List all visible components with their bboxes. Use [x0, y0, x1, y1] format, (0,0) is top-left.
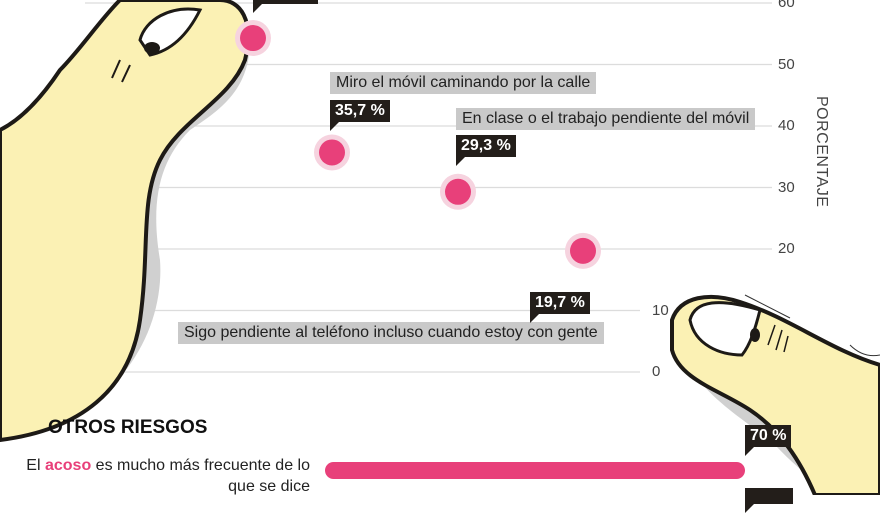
y-tick-label: 0 [652, 363, 661, 380]
y-tick-label: 20 [778, 240, 795, 257]
data-point [240, 25, 266, 52]
right-thumb-illustration [670, 294, 880, 495]
risk-text-before: El [26, 457, 45, 474]
y-tick-label: 60 [778, 0, 795, 11]
point-label: Sigo pendiente al teléfono incluso cuand… [178, 322, 604, 344]
risk-highlight: acoso [44, 457, 92, 474]
data-point [445, 178, 471, 205]
risk-value-label: 70 % [745, 425, 792, 456]
left-thumb-illustration [0, 0, 251, 443]
y-axis-label: PORCENTAJE [813, 96, 830, 208]
value-label [253, 0, 318, 13]
risk-text-after: es mucho más frecuente de lo que se dice [91, 457, 310, 495]
risk-bar [325, 462, 745, 479]
data-point [570, 237, 596, 264]
y-tick-label: 10 [652, 301, 669, 319]
y-tick-label: 50 [778, 55, 795, 73]
value-label: 19,7 % [530, 292, 590, 323]
data-point [319, 139, 345, 166]
point-label: En clase o el trabajo pendiente del móvi… [456, 108, 756, 130]
point-label: Miro el móvil caminando por la calle [330, 72, 597, 94]
value-label: 29,3 % [456, 135, 516, 166]
chart-canvas [0, 0, 880, 495]
y-tick-label: 40 [778, 117, 795, 134]
section-title: OTROS RIESGOS [48, 417, 208, 438]
next-risk-value-label [745, 488, 793, 513]
y-tick-label: 30 [778, 178, 795, 196]
risk-description: El acoso es mucho más frecuente de lo qu… [10, 455, 310, 497]
value-label: 35,7 % [330, 100, 390, 131]
